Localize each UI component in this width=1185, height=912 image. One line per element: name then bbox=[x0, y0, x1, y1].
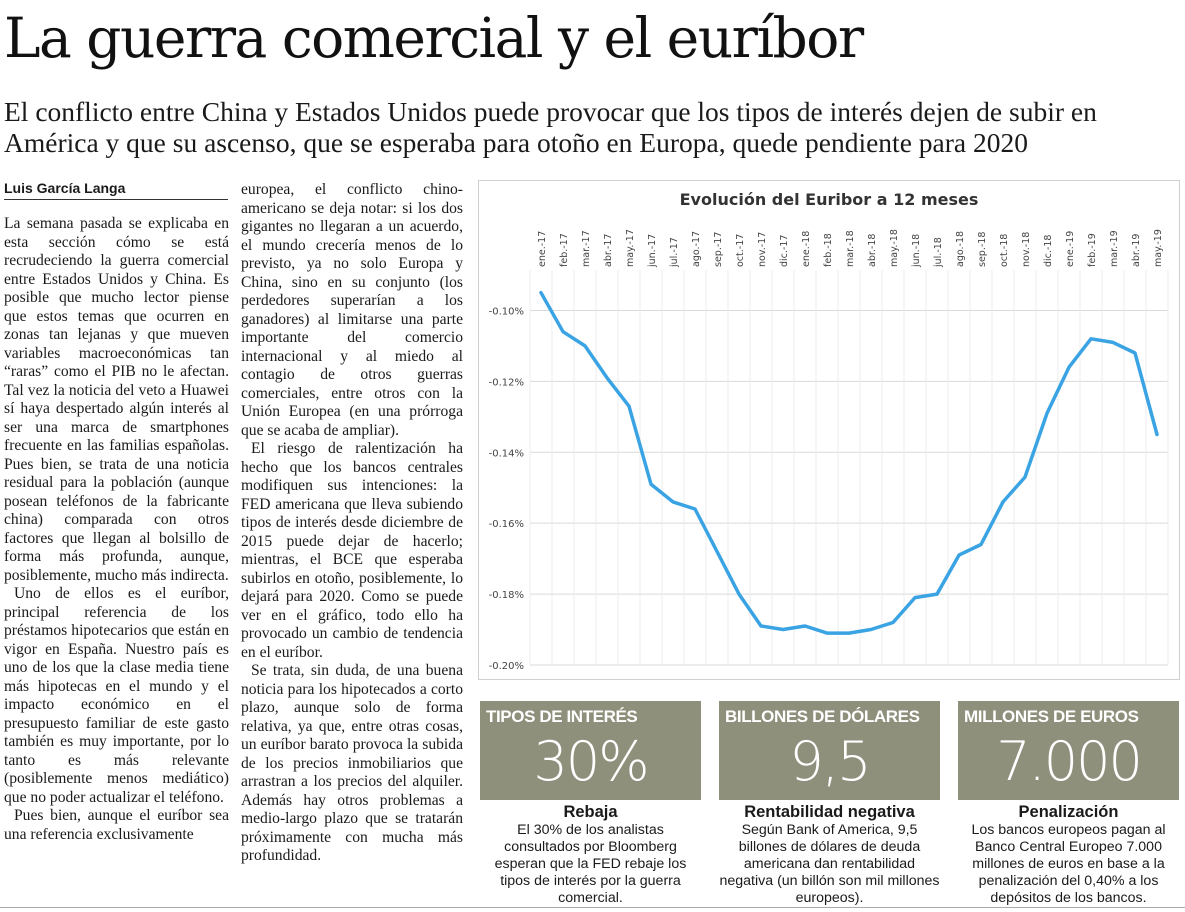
x-tick-label: feb.-19 bbox=[1087, 233, 1098, 267]
paragraph: La semana pasada se explicaba en esta se… bbox=[4, 215, 229, 584]
y-tick-label: -0.12% bbox=[489, 377, 524, 388]
paragraph: Pues bien, aunque el euríbor sea una ref… bbox=[4, 807, 229, 843]
x-tick-label: oct.-18 bbox=[999, 234, 1010, 267]
paragraph: Se trata, sin duda, de una buena noticia… bbox=[241, 662, 463, 864]
euribor-line bbox=[539, 290, 1159, 635]
factbox-label: TIPOS DE INTERÉS bbox=[486, 707, 638, 726]
x-tick-label: ene.-17 bbox=[537, 231, 548, 267]
paragraph: El riesgo de ralentización ha hecho que … bbox=[241, 440, 463, 661]
y-tick-label: -0.16% bbox=[489, 519, 524, 530]
x-tick-label: oct.-17 bbox=[735, 234, 746, 267]
x-tick-label: may.-17 bbox=[625, 229, 636, 267]
y-tick-label: -0.20% bbox=[489, 661, 524, 672]
x-tick-label: sep.-17 bbox=[713, 232, 724, 267]
x-tick-label: abr.-18 bbox=[867, 234, 878, 267]
factbox-dollars: BILLONES DE DÓLARES 9,5 Rentabilidad neg… bbox=[719, 701, 940, 907]
chart-title: Evolución del Euribor a 12 meses bbox=[679, 190, 979, 209]
x-tick-label: jun.-17 bbox=[647, 234, 658, 268]
x-tick-label: ene.-18 bbox=[801, 231, 812, 267]
article-column-2: europea, el conflicto chino-americano se… bbox=[241, 181, 463, 866]
subheadline: El conflicto entre China y Estados Unido… bbox=[4, 96, 1097, 158]
x-tick-label: jul.-18 bbox=[933, 237, 944, 268]
factbox-value: 7.000 bbox=[996, 730, 1143, 793]
x-tick-label: dic.-18 bbox=[1043, 235, 1054, 267]
chart-border bbox=[478, 180, 1180, 680]
factbox-title: Rentabilidad negativa bbox=[744, 803, 915, 821]
x-tick-label: mar.-18 bbox=[845, 230, 856, 267]
y-tick-label: -0.18% bbox=[489, 590, 524, 601]
x-tick-label: ene.-19 bbox=[1065, 231, 1076, 267]
x-tick-label: feb.-17 bbox=[559, 233, 570, 267]
factbox-text: Los bancos europeos pagan al Banco Centr… bbox=[971, 822, 1166, 906]
x-tick-label: feb.-18 bbox=[823, 233, 834, 267]
factbox-label: MILLONES DE EUROS bbox=[964, 707, 1139, 726]
x-tick-label: may.-19 bbox=[1153, 229, 1164, 267]
factbox-text: Según Bank of America, 9,5 billones de d… bbox=[719, 822, 940, 906]
article-column-1: La semana pasada se explicaba en esta se… bbox=[4, 215, 229, 844]
factbox-value: 9,5 bbox=[789, 730, 872, 793]
factbox-header: TIPOS DE INTERÉS 30% bbox=[480, 701, 701, 800]
x-tick-label: ago.-17 bbox=[691, 231, 702, 267]
byline: Luis García Langa bbox=[4, 179, 228, 200]
factbox-label: BILLONES DE DÓLARES bbox=[725, 707, 920, 726]
x-tick-label: may.-18 bbox=[889, 229, 900, 267]
y-tick-label: -0.10% bbox=[489, 306, 524, 317]
chart-svg: -0.10% -0.12% -0.14% -0.16% -0.18% -0.20% ene.… bbox=[478, 180, 1180, 680]
factbox-title: Rebaja bbox=[563, 803, 618, 821]
factbox-title: Penalización bbox=[1018, 803, 1119, 821]
x-tick-label: jun.-18 bbox=[911, 234, 922, 268]
factbox-header: BILLONES DE DÓLARES 9,5 bbox=[719, 701, 940, 800]
factbox-text: El 30% de los analistas consultados por … bbox=[494, 822, 687, 906]
x-tick-label: dic.-17 bbox=[779, 235, 790, 267]
bottom-rule bbox=[0, 907, 1185, 908]
x-tick-label: mar.-17 bbox=[581, 230, 592, 267]
headline: La guerra comercial y el euríbor bbox=[4, 6, 864, 70]
paragraph: europea, el conflicto chino-americano se… bbox=[241, 181, 463, 439]
factbox-interest-rates: TIPOS DE INTERÉS 30% Rebaja El 30% de lo… bbox=[480, 701, 701, 907]
x-tick-label: abr.-17 bbox=[603, 234, 614, 267]
paragraph: Uno de ellos es el euríbor, principal re… bbox=[4, 585, 229, 806]
x-tick-label: nov.-18 bbox=[1021, 232, 1032, 267]
x-tick-label: jul.-17 bbox=[669, 237, 680, 268]
factbox-value: 30% bbox=[533, 730, 649, 793]
x-tick-label: nov.-17 bbox=[757, 232, 768, 267]
euribor-chart: Evolución del Euribor a 12 meses -0.10% -… bbox=[478, 180, 1180, 680]
factbox-header: MILLONES DE EUROS 7.000 bbox=[958, 701, 1179, 800]
y-tick-label: -0.14% bbox=[489, 448, 524, 459]
factbox-euros: MILLONES DE EUROS 7.000 Penalización Los… bbox=[958, 701, 1179, 907]
x-tick-label: ago.-18 bbox=[955, 231, 966, 267]
x-tick-label: sep.-18 bbox=[977, 232, 988, 267]
x-tick-label: mar.-19 bbox=[1109, 230, 1120, 267]
x-tick-label: abr.-19 bbox=[1131, 234, 1142, 267]
